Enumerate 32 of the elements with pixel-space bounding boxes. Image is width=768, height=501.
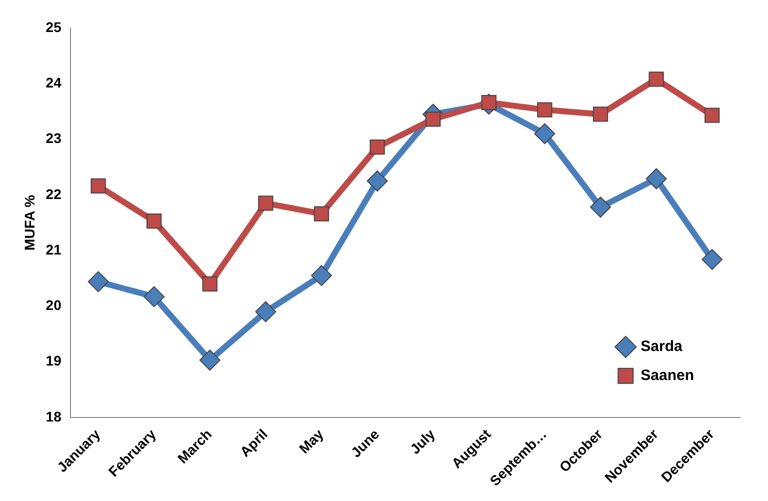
point xyxy=(702,248,723,270)
point xyxy=(90,178,106,194)
y-axis-title: MUFA % xyxy=(21,194,38,250)
point xyxy=(146,213,162,229)
y-tick-label: 20 xyxy=(46,297,62,314)
point xyxy=(88,271,109,292)
y-tick-label: 22 xyxy=(46,186,62,202)
y-tick-label: 21 xyxy=(46,241,62,258)
y-tick-label: 24 xyxy=(46,74,62,90)
point xyxy=(534,123,556,144)
y-tick-label: 23 xyxy=(46,130,62,146)
point xyxy=(592,106,608,122)
point xyxy=(255,301,276,322)
point xyxy=(648,72,664,87)
point xyxy=(537,102,552,118)
legend-label: Sarda xyxy=(640,338,683,356)
point xyxy=(646,168,667,190)
point xyxy=(370,139,385,155)
point xyxy=(144,286,165,308)
y-tick-label: 18 xyxy=(46,408,62,424)
point xyxy=(366,170,388,192)
point xyxy=(314,206,330,222)
y-tick-label: 19 xyxy=(46,352,62,369)
point xyxy=(258,196,274,211)
legend-label: Saanen xyxy=(640,367,694,384)
point xyxy=(202,276,218,292)
point xyxy=(590,196,611,218)
y-tick-label: 25 xyxy=(46,18,62,35)
point xyxy=(426,112,441,127)
point xyxy=(310,265,332,286)
point xyxy=(199,350,220,371)
point xyxy=(704,108,720,123)
